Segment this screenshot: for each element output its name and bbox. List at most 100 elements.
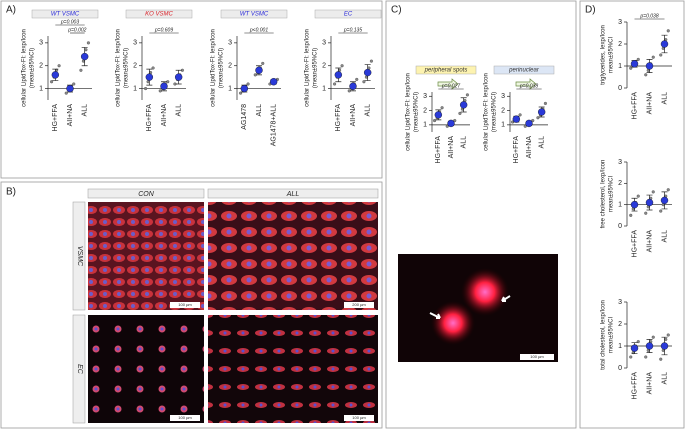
chart-label: WT VSMC: [51, 12, 80, 18]
data-point: [644, 211, 648, 215]
data-point: [239, 91, 243, 95]
y-tick-label: 1: [423, 122, 427, 129]
data-point: [651, 190, 655, 194]
x-tick-label: ALL: [461, 136, 468, 149]
x-tick-label: ALL: [365, 104, 372, 117]
data-point: [629, 66, 633, 70]
x-tick-label: HG+FFA: [631, 92, 638, 120]
y-tick-label: 3: [423, 93, 427, 100]
y-tick-label: 3: [618, 299, 622, 306]
mean-marker: [525, 119, 533, 128]
scale-label: 200 µm: [352, 302, 366, 307]
data-point: [666, 188, 670, 192]
y-tick-label: 2: [133, 63, 137, 70]
y-axis-label: cellular LipidTox-FI: Iexp/Icon: [22, 29, 28, 107]
x-tick-label: HG+FFA: [513, 136, 520, 164]
scale-label: 100 µm: [178, 302, 192, 307]
mean-marker: [537, 108, 546, 116]
data-point: [636, 194, 640, 198]
data-point: [369, 59, 373, 63]
y-tick-label: 1: [501, 122, 505, 129]
chart-label-box: [125, 9, 193, 19]
y-axis-label: (mean±95%CI): [313, 48, 319, 88]
data-point: [355, 77, 359, 81]
mean-marker: [660, 196, 669, 205]
micrographs: CON ALL VSMC EC 100 µm 200 µm 100 µm 100…: [72, 78, 558, 424]
data-point: [440, 106, 444, 110]
x-tick-label: ALL: [539, 136, 546, 149]
mean-marker: [80, 52, 89, 61]
mean-marker: [349, 82, 357, 90]
x-tick-label: HG+FFA: [631, 230, 638, 258]
mean-marker: [255, 66, 263, 74]
mean-marker: [174, 73, 183, 81]
y-tick-label: 2: [228, 63, 232, 70]
mean-marker: [269, 78, 278, 86]
x-tick-label: AG1478: [241, 104, 248, 130]
row-label: EC: [76, 364, 83, 375]
data-point: [86, 41, 90, 45]
data-point: [50, 80, 54, 84]
data-point: [518, 113, 522, 117]
y-tick-label: 1: [228, 85, 232, 92]
y-tick-label: 3: [501, 93, 505, 100]
y-axis-label: mean±95%CI: [609, 317, 615, 354]
data-point: [629, 355, 633, 359]
chart-label: perinuclear: [508, 68, 540, 74]
x-tick-label: ALL: [82, 104, 89, 117]
x-tick-label: AII+NA: [646, 372, 653, 395]
data-point: [651, 55, 655, 59]
x-tick-label: AII+NA: [646, 230, 653, 253]
y-axis-label: (mean±95%CI): [124, 48, 130, 88]
mean-marker: [145, 73, 154, 81]
data-point: [79, 68, 83, 72]
data-point: [340, 64, 344, 68]
scale-label: 100 µm: [352, 415, 366, 420]
y-tick-label: 2: [39, 63, 43, 70]
mean-marker: [512, 115, 521, 123]
data-point: [644, 73, 648, 77]
mean-marker: [447, 119, 455, 128]
data-point: [536, 116, 540, 120]
mean-marker: [240, 84, 249, 93]
panel-letter: D): [585, 5, 596, 16]
p-value: p=0.002: [67, 27, 86, 33]
x-tick-label: ALL: [661, 372, 668, 385]
data-point: [543, 101, 547, 105]
y-tick-label: 0: [618, 85, 622, 92]
x-tick-label: AG1478+ALL: [271, 104, 278, 146]
data-point: [72, 82, 76, 86]
p-value: p=0.027: [441, 83, 460, 89]
y-axis-label: total cholesterol, Iexp/Icon: [601, 300, 607, 370]
mean-marker: [630, 200, 639, 209]
data-point: [666, 333, 670, 337]
mean-marker: [51, 71, 60, 79]
p-value: p=0.038: [519, 83, 538, 89]
y-tick-label: 3: [618, 159, 622, 166]
data-point: [629, 213, 633, 217]
data-point: [659, 53, 663, 57]
x-tick-label: ALL: [661, 92, 668, 105]
x-tick-label: AII+NA: [526, 136, 533, 159]
y-axis-label: cellular LipidTox-FI: Iexp/Icon: [484, 73, 490, 151]
y-tick-label: 3: [618, 19, 622, 26]
x-tick-label: ALL: [661, 230, 668, 243]
scale-label: 100 µm: [530, 354, 544, 359]
y-tick-label: 1: [39, 85, 43, 92]
y-tick-label: 2: [618, 321, 622, 328]
data-point: [333, 82, 337, 86]
mean-marker: [434, 111, 443, 119]
data-point: [246, 82, 250, 86]
mean-marker: [66, 84, 74, 93]
y-axis-label: mean±95%CI: [609, 176, 615, 213]
chart-label-box: [31, 9, 99, 19]
data-point: [465, 93, 469, 97]
y-axis-label: cellular LipidTox-FI: Iexp/Icon: [116, 29, 122, 107]
x-tick-label: AII+NA: [67, 104, 74, 127]
x-tick-label: HG+FFA: [631, 372, 638, 400]
data-point: [651, 335, 655, 339]
y-tick-label: 2: [501, 107, 505, 114]
chart-label-box: [220, 9, 288, 19]
y-tick-label: 3: [39, 40, 43, 47]
